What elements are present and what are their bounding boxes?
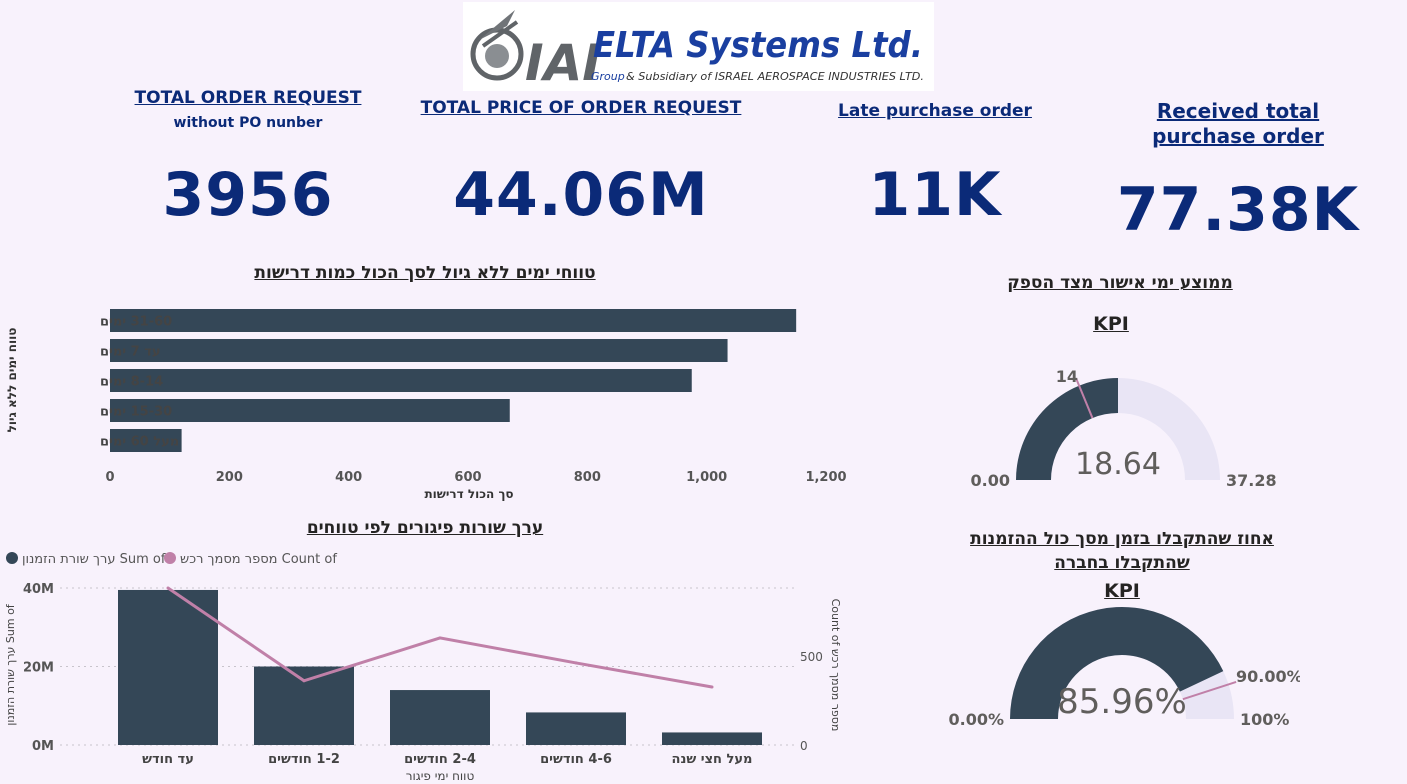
x-tick-label-3: 4-6 חודשים — [540, 752, 612, 767]
kpi-total-orders-value: 3956 — [162, 160, 334, 230]
gauge-min-label: 0.00% — [948, 710, 1004, 729]
gauge-target-marker — [1075, 377, 1094, 419]
bar-0 — [118, 589, 218, 745]
gauge-supplier-approval: 18.64 0.00 37.28 14 — [971, 367, 1277, 490]
logo-tagline-group: Group — [591, 70, 625, 83]
y-left-tick-0: 0M — [32, 739, 54, 754]
x-tick-label-1: 200 — [216, 470, 243, 485]
x-tick-label-6: 1,200 — [805, 470, 846, 485]
gauge-fill — [1016, 378, 1118, 480]
gauge1-subtitle: KPI — [1093, 313, 1129, 335]
bar-1 — [254, 666, 354, 745]
line-point-3 — [574, 661, 578, 665]
legend-marker-1 — [164, 552, 176, 564]
y-tick-label-1: עד 7 ימים — [100, 345, 161, 360]
logo-svg: IAI ELTA Systems Ltd. Group & Subsidiary… — [470, 10, 924, 92]
logo-brand: IAI — [525, 34, 601, 91]
y-right-tick-1: 500 — [800, 650, 823, 664]
bar-4 — [662, 732, 762, 745]
bar-3 — [526, 712, 626, 745]
bar-1 — [110, 339, 728, 362]
bar-chart-title: טווחי ימים ללא גיול לסך הכול כמות דרישות — [254, 263, 596, 283]
horizontal-bar-chart: 31-60 ימים עד 7 ימים 8-14 ימים 15-30 ימים מע… — [5, 309, 847, 501]
kpi-received-po-value: 77.38K — [1116, 175, 1360, 245]
gauge2-title: אחוז שהתקבלו בזמן מסך כול ההזמנות שהתקבל… — [970, 529, 1274, 573]
y-tick-label-3: 15-30 ימים — [100, 405, 172, 420]
y-left-tick-2: 40M — [23, 582, 54, 597]
bar-2 — [390, 690, 490, 745]
y-tick-label-0: 31-60 ימים — [100, 315, 172, 330]
gauge-target-label: 14 — [1056, 367, 1078, 386]
y-axis-title: טווח ימים ללא גיול — [5, 328, 19, 433]
gauge-max-label: 100% — [1240, 710, 1289, 729]
x-tick-label-4: מעל חצי שנה — [672, 752, 753, 767]
kpi-late-po-title: Late purchase order — [838, 101, 1032, 121]
bar-0 — [110, 309, 797, 332]
kpi-received-po-title: Received total purchase order — [1152, 99, 1324, 148]
kpi-total-orders-title: TOTAL ORDER REQUEST — [134, 88, 362, 108]
x-tick-label-2: 400 — [335, 470, 362, 485]
logo-tagline: & Subsidiary of ISRAEL AEROSPACE INDUSTR… — [626, 70, 924, 83]
x-axis-title: טווח ימי פיגור — [406, 769, 475, 783]
y-right-axis-title: Count of מספר מסמך רכש — [829, 599, 842, 732]
x-tick-label-0: עד חודש — [142, 752, 194, 767]
gauge-min-label: 0.00 — [971, 471, 1010, 490]
y-left-axis-title: ערך שורת הזמנון Sum of — [4, 603, 17, 725]
line-point-2 — [438, 636, 442, 640]
company-logo: IAI ELTA Systems Ltd. Group & Subsidiary… — [463, 2, 934, 92]
gauge-fill — [1010, 607, 1224, 719]
y-right-tick-0: 0 — [800, 739, 808, 753]
x-tick-label-3: 600 — [454, 470, 481, 485]
gauge-value: 85.96% — [1057, 682, 1187, 722]
combo-bar-line-chart: ערך שורת הזמנון Sum of מספר מסמך רכש Coun… — [4, 552, 842, 783]
line-point-0 — [166, 586, 170, 590]
x-tick-label-2: 2-4 חודשים — [404, 752, 476, 767]
kpi-total-price-value: 44.06M — [453, 160, 709, 230]
y-left-tick-1: 20M — [23, 661, 54, 676]
legend-marker-0 — [6, 552, 18, 564]
combo-chart-title: ערך שורות פיגורים לפי טווחים — [306, 518, 544, 538]
line-point-1 — [302, 679, 306, 683]
x-axis-title: סך הכול דרישות — [424, 487, 513, 501]
bar-4 — [110, 429, 182, 452]
gauge-target-marker — [1182, 680, 1237, 701]
legend-label-1: מספר מסמך רכש Count of — [180, 552, 337, 567]
x-tick-label-4: 800 — [574, 470, 601, 485]
y-tick-label-4: מעל 60 ימים — [100, 435, 179, 450]
kpi-total-orders-subtitle: without PO nunber — [173, 115, 323, 131]
x-tick-label-0: 0 — [105, 470, 114, 485]
iai-emblem-icon — [470, 10, 524, 81]
y-tick-label-2: 8-14 ימים — [100, 375, 163, 390]
gauge2-subtitle: KPI — [1104, 580, 1140, 602]
gauge-on-time-percent: 85.96% 0.00% 100% 90.00% — [948, 607, 1300, 729]
logo-company: ELTA Systems Ltd. — [593, 25, 923, 66]
legend-label-0: ערך שורת הזמנון Sum of — [22, 552, 166, 567]
kpi-late-po-value: 11K — [868, 160, 1002, 230]
x-tick-label-1: 1-2 חודשים — [268, 752, 340, 767]
gauge-max-label: 37.28 — [1226, 471, 1277, 490]
gauge-target-label: 90.00% — [1236, 667, 1300, 686]
gauge1-title: ממוצע ימי אישור מצד הספק — [1007, 273, 1233, 293]
bar-2 — [110, 369, 692, 392]
gauge-value: 18.64 — [1075, 447, 1161, 482]
x-tick-label-5: 1,000 — [686, 470, 727, 485]
kpi-total-price-title: TOTAL PRICE OF ORDER REQUEST — [420, 98, 742, 118]
bar-3 — [110, 399, 510, 422]
line-point-4 — [710, 685, 714, 689]
